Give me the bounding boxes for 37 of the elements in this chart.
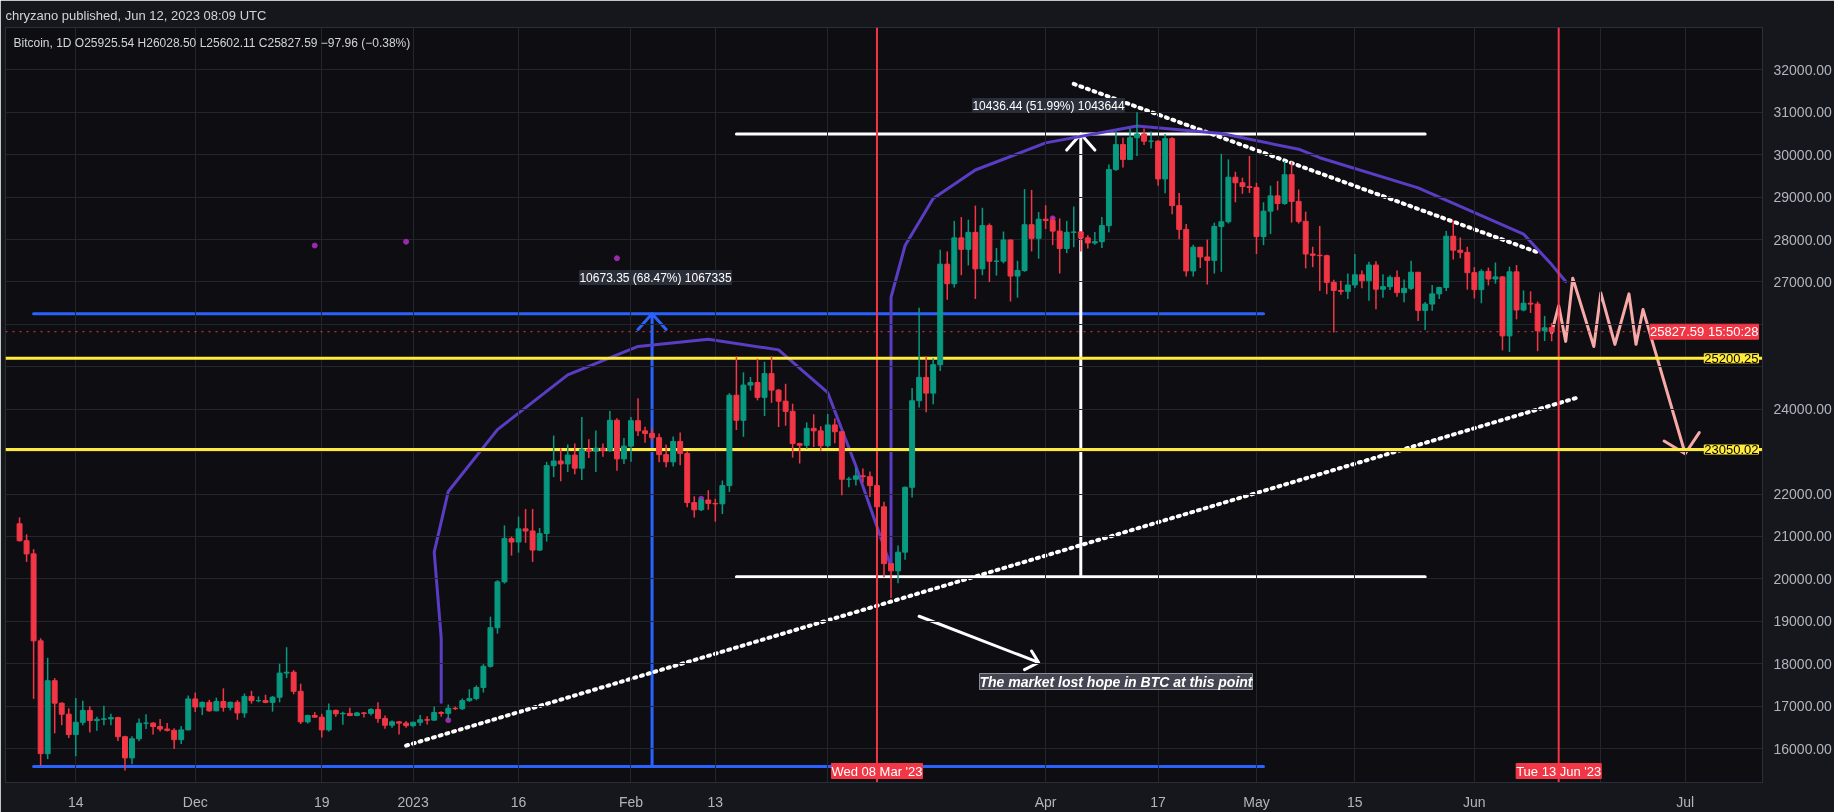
ref-line-label: Wed 08 Mar '23 <box>831 763 923 779</box>
annotation: 10673.35 (68.47%) 1067335 <box>579 270 732 285</box>
x-tick-label: 16 <box>510 793 527 810</box>
ref-line-label: Tue 13 Jun '23 <box>1516 763 1602 779</box>
x-tick-label: 15 <box>1347 793 1363 810</box>
y-tick-label: 31000.00 <box>1773 104 1833 121</box>
y-tick-label: 17000.00 <box>1773 698 1833 715</box>
x-tick-label: Dec <box>182 793 208 810</box>
y-tick-label: 21000.00 <box>1773 528 1833 545</box>
y-tick-label: 28000.00 <box>1773 231 1833 248</box>
y-tick-label: 29000.00 <box>1773 189 1833 206</box>
annotation: The market lost hope in BTC at this point <box>979 673 1254 690</box>
y-tick-label: 22000.00 <box>1773 486 1833 503</box>
x-tick-label: May <box>1243 793 1270 810</box>
x-tick-label: 17 <box>1150 793 1167 810</box>
y-tick-label: 30000.00 <box>1773 146 1833 163</box>
x-tick-label: Jul <box>1676 793 1695 810</box>
x-tick-label: Feb <box>618 793 644 810</box>
y-tick-label: 19000.00 <box>1773 613 1833 630</box>
x-tick-label: Jun <box>1463 793 1486 810</box>
y-tick-label: 18000.00 <box>1773 655 1833 672</box>
y-tick-label: 27000.00 <box>1773 273 1833 290</box>
annotation: 10436.44 (51.99%) 1043644 <box>972 98 1125 113</box>
ref-line-label: 25827.59 15:50:28 <box>1650 324 1759 340</box>
x-tick-label: 14 <box>67 793 84 810</box>
text: Bitcoin, 1D O25925.54 H26028.50 L25602.11 C25827.59 −97.96 (−0.38%) <box>13 35 411 50</box>
x-tick-label: Apr <box>1034 793 1057 810</box>
chart-title: chryzano published, Jun 12, 2023 08:09 UTC <box>5 7 267 23</box>
y-tick-label: 16000.00 <box>1773 740 1833 757</box>
x-tick-label: 13 <box>707 793 724 810</box>
y-tick-label: 24000.00 <box>1773 401 1833 418</box>
y-tick-label: 20000.00 <box>1773 570 1833 587</box>
ref-line-label: 23050.02 <box>1704 442 1759 458</box>
y-tick-label: 32000.00 <box>1773 61 1833 78</box>
x-tick-label: 19 <box>313 793 330 810</box>
ref-line-label: 25200.25 <box>1704 350 1759 366</box>
x-tick-label: 2023 <box>397 793 429 810</box>
